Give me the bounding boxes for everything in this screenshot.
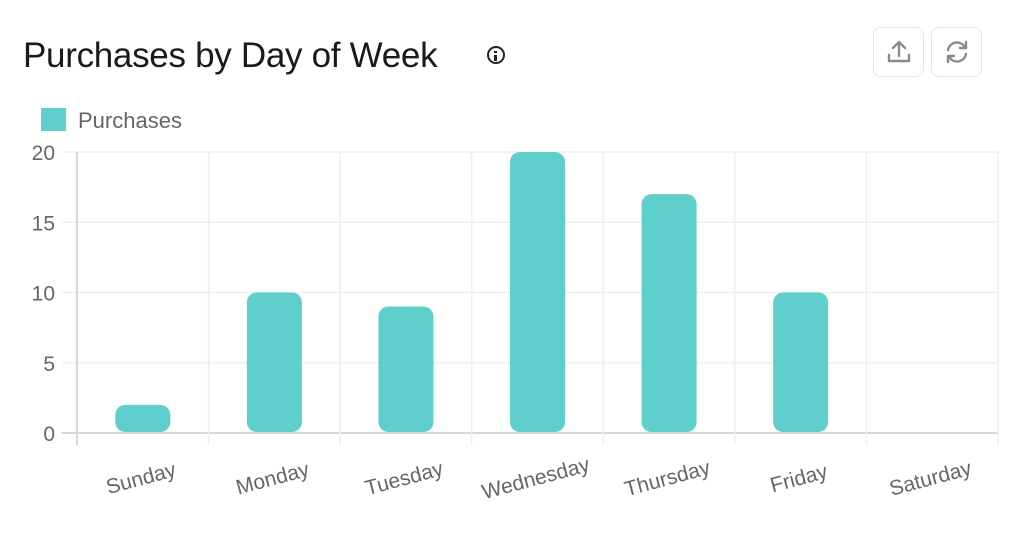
bar (378, 306, 434, 432)
x-tick-label: Sunday (104, 458, 179, 499)
bar (246, 292, 302, 432)
x-tick-label: Tuesday (363, 457, 446, 500)
bar (510, 152, 565, 432)
y-tick-label: 20 (32, 142, 55, 165)
x-tick-label: Monday (234, 458, 313, 500)
chart-title: Purchases by Day of Week (23, 36, 438, 75)
upload-icon (887, 40, 910, 63)
refresh-icon (946, 40, 967, 64)
bar (115, 404, 171, 432)
refresh-button[interactable] (931, 27, 982, 77)
y-tick-label: 10 (32, 283, 55, 306)
bar (641, 194, 697, 432)
bar (773, 292, 829, 432)
legend-label[interactable]: Purchases (78, 108, 182, 133)
x-tick-label: Friday (768, 460, 831, 497)
y-tick-label: 0 (43, 423, 55, 446)
legend-swatch[interactable] (41, 108, 66, 131)
y-tick-label: 5 (43, 353, 55, 376)
x-tick-label: Thursday (622, 456, 713, 501)
info-icon[interactable] (487, 46, 505, 64)
export-button[interactable] (873, 27, 924, 77)
y-tick-label: 15 (32, 212, 55, 235)
x-tick-label: Saturday (887, 457, 975, 501)
x-tick-label: Wednesday (479, 453, 592, 504)
